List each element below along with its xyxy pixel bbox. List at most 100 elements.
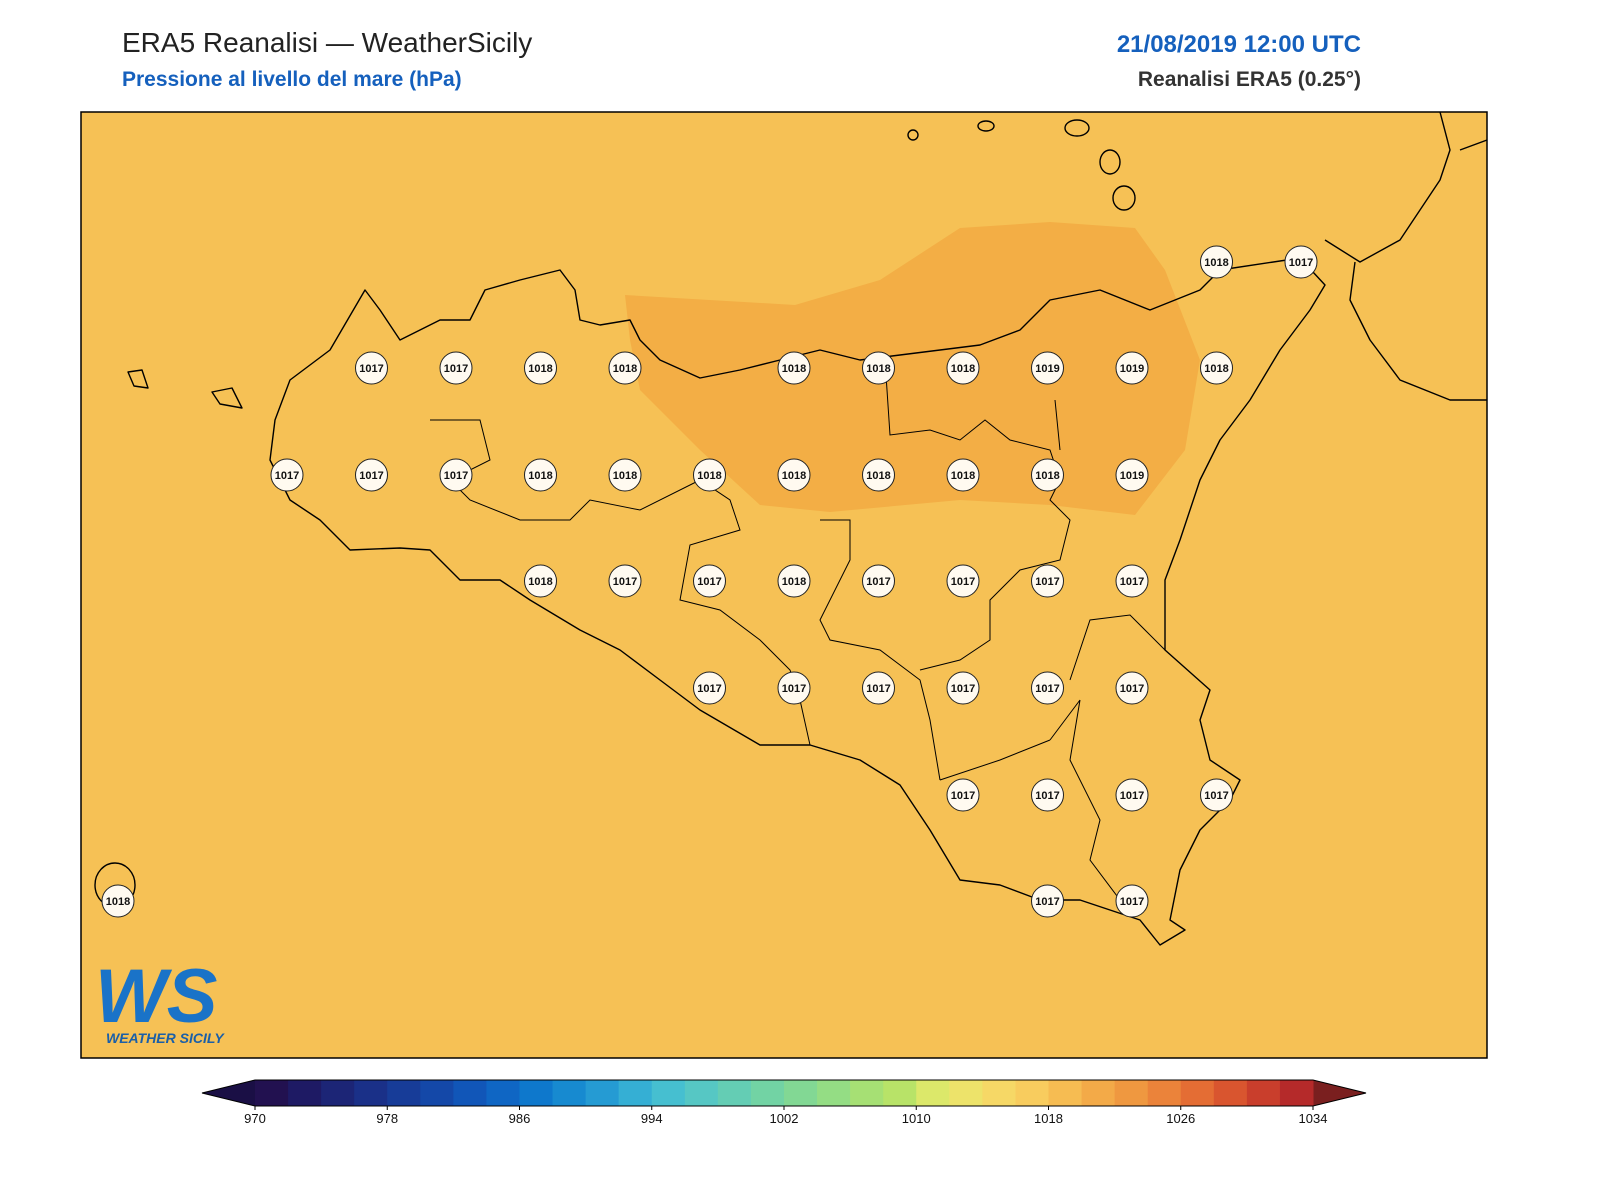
station-marker xyxy=(1031,564,1064,598)
station-marker xyxy=(1115,671,1149,705)
station-marker xyxy=(1115,458,1149,492)
station-marker xyxy=(1031,884,1064,918)
station-value: 1018 xyxy=(866,470,890,482)
station-marker xyxy=(270,458,304,492)
colorbar-box xyxy=(651,1080,686,1106)
station: 1018 xyxy=(524,458,557,492)
station-marker xyxy=(946,351,980,385)
colorbar-box xyxy=(387,1080,421,1106)
station: 1018 xyxy=(1031,458,1064,492)
station-marker xyxy=(524,458,557,492)
colorbar-box xyxy=(1180,1080,1215,1106)
colorbar-box xyxy=(453,1080,487,1106)
station-marker xyxy=(1115,884,1149,918)
colorbar-box xyxy=(850,1080,884,1106)
station-marker xyxy=(608,564,642,598)
station-marker xyxy=(777,458,811,492)
station-value: 1017 xyxy=(697,683,721,695)
calabria-coast xyxy=(1324,112,1487,401)
station-marker xyxy=(862,564,895,598)
colorbar-box xyxy=(519,1080,554,1106)
station: 1018 xyxy=(693,458,726,492)
station-value: 1017 xyxy=(951,576,975,588)
colorbar-box xyxy=(883,1080,917,1106)
colorbar-box xyxy=(916,1080,950,1106)
colorbar-tick-label: 1034 xyxy=(1299,1111,1328,1126)
station-marker xyxy=(1284,245,1318,279)
station: 1017 xyxy=(355,351,388,385)
station-marker xyxy=(1115,351,1149,385)
colorbar-tick-label: 970 xyxy=(244,1111,266,1126)
station: 1019 xyxy=(1115,351,1149,385)
station: 1018 xyxy=(862,351,895,385)
station-marker xyxy=(101,884,135,918)
station-marker xyxy=(946,458,980,492)
station: 1017 xyxy=(862,564,895,598)
station-value: 1018 xyxy=(697,470,721,482)
colorbar-box xyxy=(354,1080,388,1106)
map: 1018 1017 1017 1017 1018 1018 1018 1018 1018 1019… xyxy=(94,112,1487,946)
station-value: 1017 xyxy=(613,576,637,588)
station: 1017 xyxy=(439,351,473,385)
station-value: 1018 xyxy=(106,896,130,908)
colorbar-box xyxy=(255,1080,289,1106)
station: 1018 xyxy=(1200,245,1233,279)
colorbar-box xyxy=(288,1080,322,1106)
colorbar-box xyxy=(949,1080,983,1106)
station: 1018 xyxy=(1200,351,1233,385)
station-value: 1019 xyxy=(1120,363,1144,375)
station-value: 1017 xyxy=(866,576,890,588)
colorbar-box xyxy=(618,1080,653,1106)
colorbar-extend xyxy=(202,1080,255,1106)
station-value: 1017 xyxy=(866,683,890,695)
station-marker xyxy=(862,671,895,705)
colorbar-box xyxy=(585,1080,620,1106)
station-marker xyxy=(1200,245,1233,279)
station: 1017 xyxy=(1115,884,1149,918)
station: 1017 xyxy=(1115,564,1149,598)
station-value: 1018 xyxy=(528,576,552,588)
station: 1017 xyxy=(693,564,726,598)
colorbar-tick-label: 986 xyxy=(509,1111,531,1126)
station-marker xyxy=(439,458,473,492)
station-value: 1018 xyxy=(1035,470,1059,482)
station-marker xyxy=(1031,671,1064,705)
colorbar-box xyxy=(982,1080,1016,1106)
station: 1018 xyxy=(608,458,642,492)
subtitle: Pressione al livello del mare (hPa) xyxy=(122,68,462,91)
station-value: 1018 xyxy=(1204,257,1228,269)
station: 1018 xyxy=(524,351,557,385)
station: 1018 xyxy=(862,458,895,492)
station-value: 1017 xyxy=(1035,790,1059,802)
station-value: 1018 xyxy=(528,363,552,375)
station: 1017 xyxy=(1031,778,1064,812)
station: 1018 xyxy=(946,351,980,385)
station-value: 1018 xyxy=(528,470,552,482)
colorbar-box xyxy=(1246,1080,1281,1106)
colorbar-box xyxy=(1147,1080,1182,1106)
station-marker xyxy=(1200,778,1233,812)
station: 1018 xyxy=(777,351,811,385)
station-value: 1017 xyxy=(444,363,468,375)
station-value: 1017 xyxy=(1120,576,1144,588)
logo: WS WEATHER SICILY xyxy=(95,954,225,1046)
station-value: 1017 xyxy=(1289,257,1313,269)
station: 1017 xyxy=(1031,671,1064,705)
station: 1017 xyxy=(439,458,473,492)
station-marker xyxy=(1031,351,1064,385)
colorbar-box xyxy=(784,1080,818,1106)
map-frame xyxy=(80,111,1488,1059)
station-value: 1018 xyxy=(866,363,890,375)
station-value: 1017 xyxy=(951,683,975,695)
colorbar-box xyxy=(552,1080,587,1106)
station-marker xyxy=(439,351,473,385)
station-value: 1017 xyxy=(1204,790,1228,802)
station: 1019 xyxy=(1031,351,1064,385)
colorbar-box xyxy=(717,1080,752,1106)
station-value: 1017 xyxy=(1035,896,1059,908)
station: 1017 xyxy=(946,671,980,705)
station-value: 1018 xyxy=(613,470,637,482)
title: ERA5 Reanalisi — WeatherSicily xyxy=(122,27,532,58)
station: 1017 xyxy=(1115,778,1149,812)
